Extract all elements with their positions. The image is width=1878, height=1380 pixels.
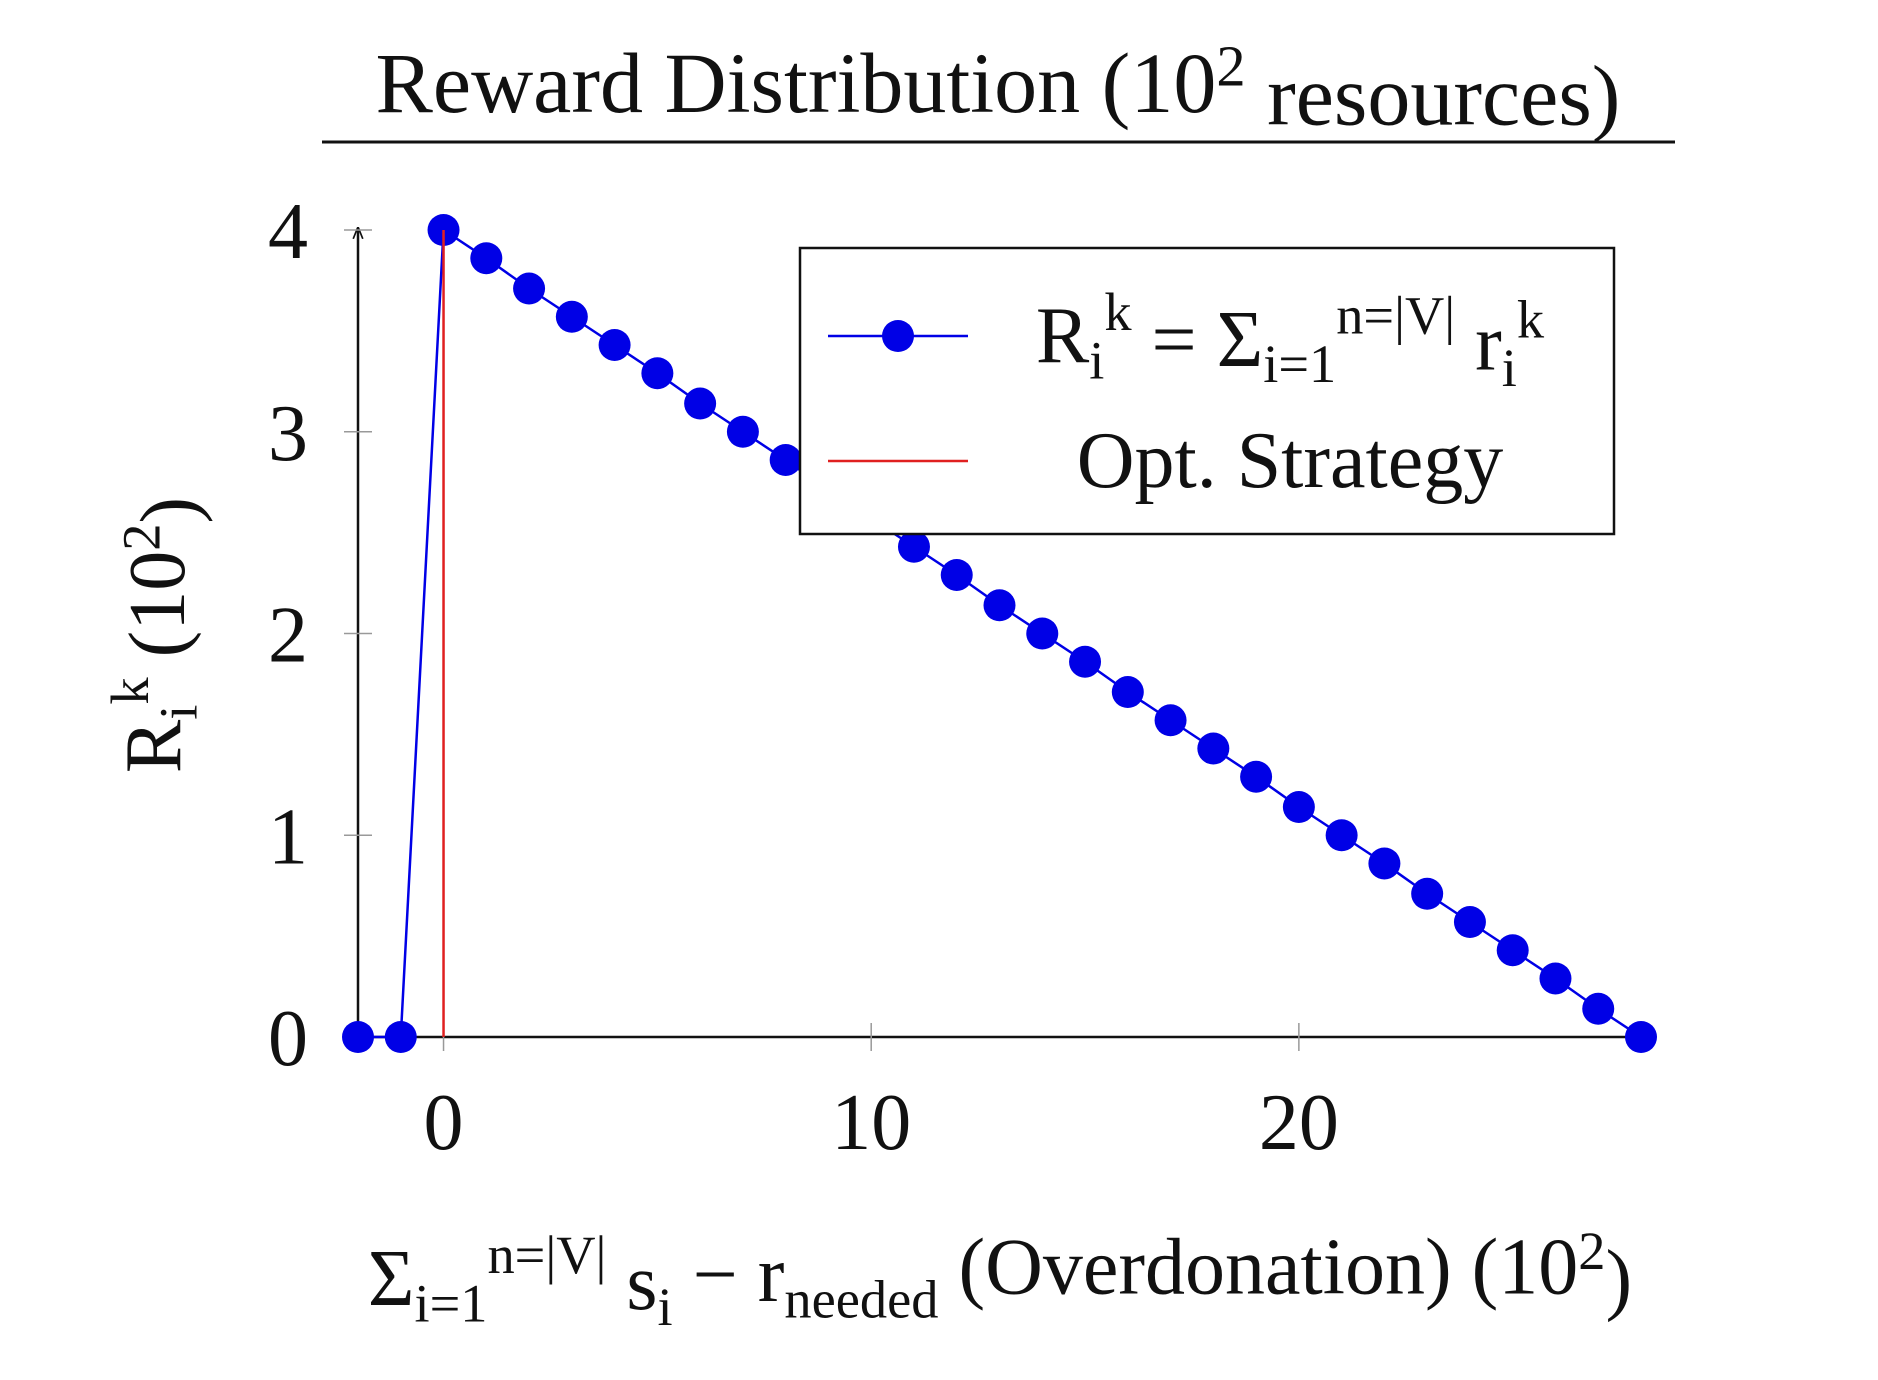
data-point <box>1325 819 1358 852</box>
data-point <box>1069 645 1102 678</box>
data-point <box>384 1021 417 1053</box>
data-point <box>1154 704 1187 737</box>
x-tick-label: 10 <box>831 1079 911 1167</box>
data-point <box>470 242 503 275</box>
y-tick-label: 3 <box>268 390 308 478</box>
data-point <box>342 1021 374 1053</box>
x-tick-label: 20 <box>1259 1079 1339 1167</box>
data-point <box>769 443 802 476</box>
legend-label: Ri​k​ = Σi=1​n=|V|​ ri​k​ <box>1036 282 1545 398</box>
data-point <box>598 328 631 361</box>
legend-box <box>798 246 1616 536</box>
data-point <box>1282 791 1315 824</box>
data-point <box>641 357 674 390</box>
data-point <box>1368 847 1401 880</box>
y-tick-label: 2 <box>268 592 308 680</box>
data-point <box>1111 676 1144 709</box>
chart-title: Reward Distribution (102​ resources) <box>376 34 1621 144</box>
data-point <box>684 387 717 420</box>
data-point <box>1625 1021 1657 1053</box>
legend-label: Opt. Strategy <box>1077 417 1504 505</box>
data-point <box>726 415 759 448</box>
data-point <box>1240 760 1273 793</box>
data-point <box>513 272 546 305</box>
data-point <box>555 300 588 333</box>
y-tick-label: 1 <box>268 793 308 881</box>
data-point <box>1197 732 1230 765</box>
x-axis-label: Σi=1​n=|V|​ si​ − rneeded​ (Overdonation… <box>368 1221 1632 1337</box>
data-point <box>1453 906 1486 939</box>
y-tick-label: 4 <box>268 188 308 276</box>
data-point <box>1582 992 1615 1025</box>
x-tick-label: 0 <box>424 1079 464 1167</box>
data-point <box>1411 877 1444 910</box>
y-axis-label: Ri​k​ (102​) <box>100 497 214 773</box>
data-point <box>897 530 930 563</box>
y-tick-label: 0 <box>268 995 308 1083</box>
data-point <box>940 558 973 591</box>
data-point <box>1496 934 1529 967</box>
data-point <box>1026 617 1059 650</box>
data-point <box>1539 962 1572 995</box>
data-point <box>983 589 1016 622</box>
legend-marker <box>882 320 914 352</box>
